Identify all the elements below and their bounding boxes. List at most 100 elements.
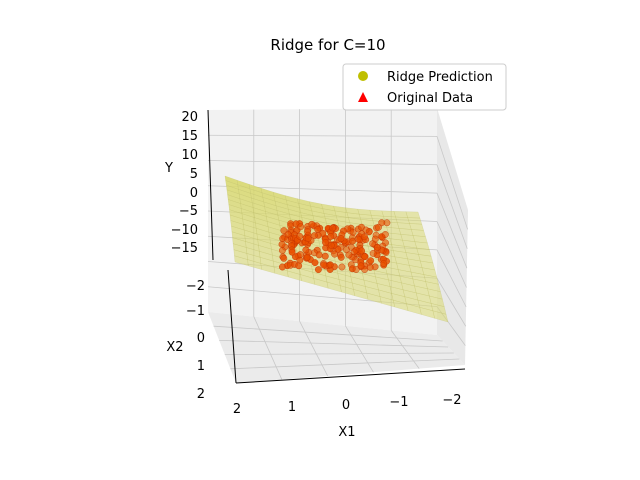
surface-patch xyxy=(432,310,449,323)
gridline-floor-y xyxy=(224,352,454,355)
y-tick-label: 20 xyxy=(181,110,198,125)
legend-marker-ridge-prediction xyxy=(358,71,368,81)
gridline-floor-y xyxy=(219,340,449,348)
gridline-floor-x xyxy=(390,330,420,369)
data-point xyxy=(311,259,319,266)
surface-patch xyxy=(407,217,423,225)
y-tick-label: −15 xyxy=(171,241,198,256)
data-point xyxy=(381,231,389,238)
gridline-side-h xyxy=(436,192,468,269)
data-point xyxy=(349,228,357,236)
surface-patch xyxy=(405,211,421,219)
data-point xyxy=(296,232,303,240)
gridline-back-h xyxy=(207,160,438,166)
data-point xyxy=(361,233,368,241)
x1-tick-label: 2 xyxy=(233,402,241,417)
x1-tick-label: 0 xyxy=(342,398,350,413)
data-point xyxy=(369,249,377,257)
data-point xyxy=(329,224,337,232)
surface-patch xyxy=(409,223,424,231)
x1-tick-label: −2 xyxy=(442,393,461,408)
data-point xyxy=(345,251,353,259)
gridline-side-h xyxy=(436,136,469,230)
data-point xyxy=(321,252,329,260)
x2-tick-labels: −2 −1 0 1 2 xyxy=(186,279,205,402)
z-axis-label: Y xyxy=(164,161,173,176)
data-point xyxy=(302,246,310,254)
legend-marker-original-data xyxy=(358,92,368,102)
y-axis-line xyxy=(227,269,237,384)
gridline-floor-x xyxy=(345,325,374,373)
data-point xyxy=(308,220,316,228)
legend: Ridge Prediction Original Data xyxy=(342,63,507,111)
data-point xyxy=(357,262,365,270)
gridline-floor-y xyxy=(230,358,460,370)
data-point xyxy=(314,225,322,233)
x2-tick-label: −1 xyxy=(186,304,205,319)
x1-tick-label: 1 xyxy=(288,400,296,415)
x2-tick-label: 0 xyxy=(197,331,205,346)
surface-patch xyxy=(381,210,396,218)
data-point xyxy=(380,260,388,267)
gridline-side-h xyxy=(436,249,467,308)
chart-title: Ridge for C=10 xyxy=(270,36,385,54)
legend-box xyxy=(342,63,507,111)
data-point xyxy=(314,266,322,273)
data-point xyxy=(320,261,327,269)
data-point xyxy=(280,227,288,235)
axis-lines xyxy=(207,109,466,384)
x2-tick-label: 1 xyxy=(197,359,205,374)
data-point xyxy=(327,241,335,249)
x1-tick-labels: 2 1 0 −1 −2 xyxy=(233,393,462,417)
gridline-side-h xyxy=(436,221,467,288)
data-point xyxy=(327,233,335,240)
x-axis-line xyxy=(235,368,466,384)
data-point xyxy=(352,266,360,273)
x1-tick-label: −1 xyxy=(389,395,408,410)
surface-patch xyxy=(395,216,410,224)
gridline-floor-y xyxy=(213,325,443,342)
data-point xyxy=(288,248,296,256)
y-tick-label: −10 xyxy=(171,223,198,238)
gridline-side-h xyxy=(436,164,468,249)
gridline-back-h xyxy=(207,134,438,137)
data-point xyxy=(278,263,286,271)
y-axis-label: X2 xyxy=(166,340,183,355)
data-point xyxy=(338,263,346,271)
y-tick-label: 0 xyxy=(190,186,198,201)
data-point xyxy=(366,263,374,271)
data-point xyxy=(296,251,304,259)
data-point xyxy=(304,234,312,242)
surface-patch xyxy=(393,211,408,218)
legend-label-ridge-prediction: Ridge Prediction xyxy=(387,70,493,85)
data-point xyxy=(375,223,382,231)
data-point xyxy=(358,247,365,255)
data-point xyxy=(278,240,286,248)
data-point xyxy=(278,247,286,254)
original-data-points xyxy=(278,219,391,273)
data-point xyxy=(354,235,362,243)
data-point xyxy=(362,226,370,234)
data-point xyxy=(295,262,303,270)
data-point xyxy=(374,243,381,251)
y-tick-label: 15 xyxy=(181,129,198,144)
data-point xyxy=(304,228,311,236)
data-point xyxy=(367,257,375,265)
gridline-side-h xyxy=(436,278,467,327)
z-axis-line xyxy=(207,109,214,261)
y-tick-labels: 20 15 10 5 0 −5 −10 −15 xyxy=(171,110,198,256)
data-point xyxy=(303,253,311,261)
gridline-floor-x xyxy=(253,316,283,380)
data-point xyxy=(280,254,288,262)
y-tick-label: −5 xyxy=(179,204,198,219)
data-point xyxy=(310,232,318,240)
data-point xyxy=(326,261,334,269)
data-point xyxy=(315,251,323,259)
legend-label-original-data: Original Data xyxy=(387,91,473,106)
data-point xyxy=(322,239,329,246)
y-tick-label: 5 xyxy=(190,167,198,182)
x2-tick-label: 2 xyxy=(197,387,205,402)
y-tick-label: 10 xyxy=(181,148,198,163)
x-axis-label: X1 xyxy=(338,425,355,440)
